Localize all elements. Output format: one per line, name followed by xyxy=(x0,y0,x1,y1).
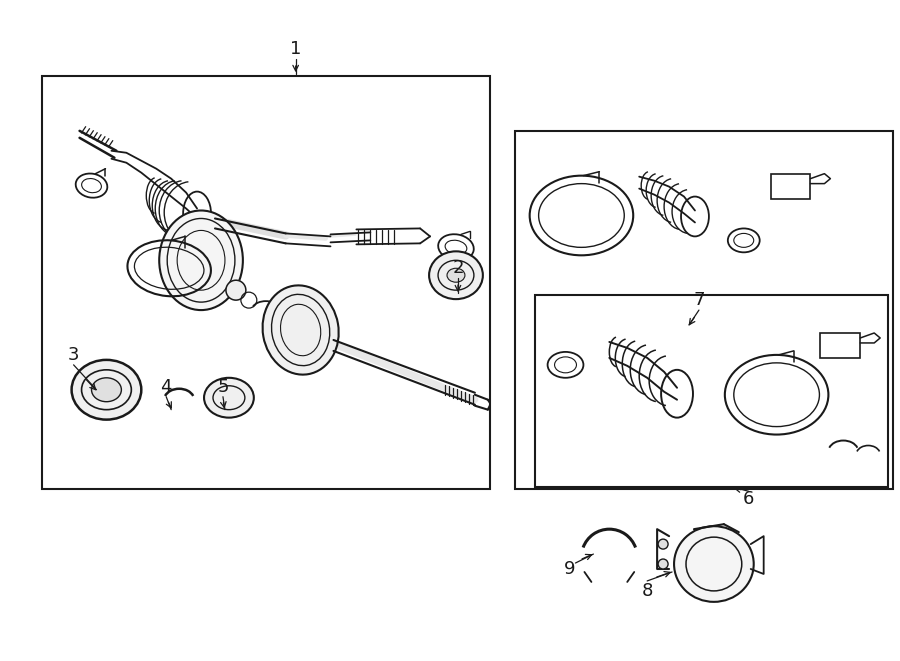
Ellipse shape xyxy=(204,378,254,418)
Bar xyxy=(770,174,811,198)
Ellipse shape xyxy=(92,378,122,402)
Bar xyxy=(535,295,888,487)
Text: 1: 1 xyxy=(290,40,302,58)
Text: 5: 5 xyxy=(217,378,229,396)
Ellipse shape xyxy=(429,251,483,299)
Bar xyxy=(821,333,860,358)
Text: 9: 9 xyxy=(563,560,575,578)
Text: 8: 8 xyxy=(642,582,652,600)
Ellipse shape xyxy=(263,286,338,375)
Ellipse shape xyxy=(159,210,243,310)
Text: 3: 3 xyxy=(68,346,79,364)
Text: 4: 4 xyxy=(160,378,172,396)
Ellipse shape xyxy=(226,280,246,300)
Ellipse shape xyxy=(658,539,668,549)
Bar xyxy=(515,131,893,489)
Bar xyxy=(41,76,490,489)
Text: 2: 2 xyxy=(452,259,464,277)
Ellipse shape xyxy=(658,559,668,569)
Text: 7: 7 xyxy=(693,291,705,309)
Ellipse shape xyxy=(674,526,753,602)
Ellipse shape xyxy=(72,360,141,420)
Ellipse shape xyxy=(447,268,465,282)
Text: 6: 6 xyxy=(743,490,754,508)
